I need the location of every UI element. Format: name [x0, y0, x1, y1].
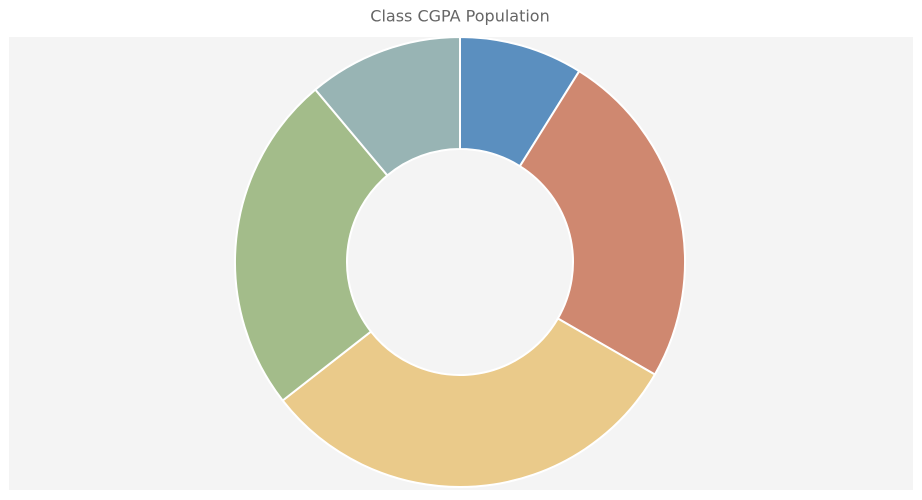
donut-slice [234, 88, 389, 402]
donut-slice [281, 317, 657, 488]
donut-slice [518, 69, 686, 376]
donut-slice [313, 35, 461, 177]
chart-title: Class CGPA Population [370, 7, 549, 26]
